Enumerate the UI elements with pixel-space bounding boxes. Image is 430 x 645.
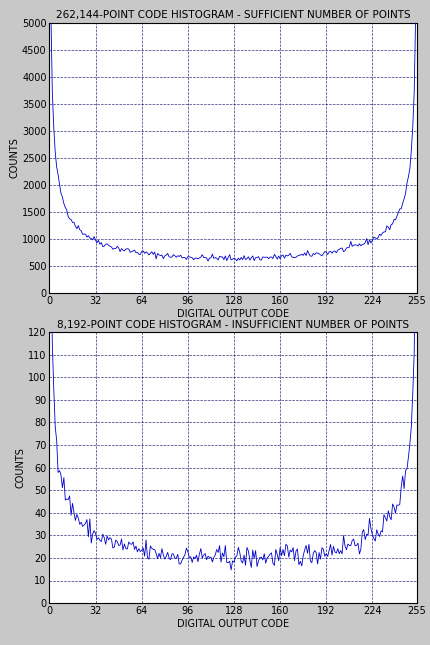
Y-axis label: COUNTS: COUNTS — [9, 137, 19, 179]
Title: 262,144-POINT CODE HISTOGRAM - SUFFICIENT NUMBER OF POINTS: 262,144-POINT CODE HISTOGRAM - SUFFICIEN… — [56, 10, 411, 21]
Title: 8,192-POINT CODE HISTOGRAM - INSUFFICIENT NUMBER OF POINTS: 8,192-POINT CODE HISTOGRAM - INSUFFICIEN… — [57, 320, 409, 330]
Y-axis label: COUNTS: COUNTS — [15, 447, 25, 488]
X-axis label: DIGITAL OUTPUT CODE: DIGITAL OUTPUT CODE — [177, 619, 289, 629]
X-axis label: DIGITAL OUTPUT CODE: DIGITAL OUTPUT CODE — [177, 309, 289, 319]
